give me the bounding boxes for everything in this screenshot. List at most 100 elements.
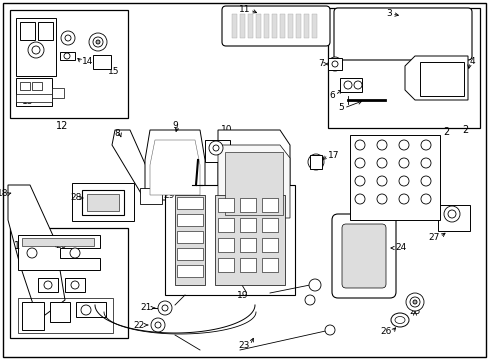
Circle shape (155, 322, 161, 328)
Circle shape (354, 140, 364, 150)
Text: 23: 23 (238, 341, 249, 350)
Bar (18, 298, 113, 333)
Bar (240, 14, 244, 38)
Circle shape (81, 305, 91, 315)
Polygon shape (218, 145, 289, 218)
Bar (93, 55, 111, 69)
Bar (22, 302, 44, 330)
Bar (262, 198, 278, 212)
FancyBboxPatch shape (222, 6, 329, 46)
Bar (437, 205, 469, 231)
Circle shape (376, 194, 386, 204)
Text: 9: 9 (172, 121, 178, 130)
Text: 20: 20 (55, 240, 66, 249)
Bar (240, 198, 256, 212)
Circle shape (327, 57, 341, 71)
Circle shape (27, 248, 37, 258)
Circle shape (65, 35, 71, 41)
Bar (295, 14, 301, 38)
Circle shape (420, 140, 430, 150)
Text: 13: 13 (22, 98, 34, 107)
Bar (20, 22, 35, 40)
Bar (327, 58, 341, 70)
Bar (16, 78, 52, 106)
Circle shape (398, 140, 408, 150)
Ellipse shape (394, 316, 404, 324)
Text: 17: 17 (327, 150, 339, 159)
Circle shape (308, 279, 320, 291)
Circle shape (208, 141, 223, 155)
Polygon shape (112, 130, 158, 200)
Text: 18: 18 (0, 189, 8, 198)
Text: 2: 2 (461, 125, 468, 135)
Text: 24: 24 (394, 243, 406, 252)
Circle shape (420, 176, 430, 186)
Bar (349, 135, 439, 220)
Polygon shape (224, 152, 283, 215)
Bar (280, 14, 285, 38)
Circle shape (354, 158, 364, 168)
Circle shape (213, 145, 219, 151)
Bar (16, 94, 52, 102)
Circle shape (162, 305, 168, 311)
Circle shape (443, 206, 459, 222)
Bar (311, 14, 316, 38)
Text: 15: 15 (108, 68, 119, 77)
Bar (22, 238, 94, 246)
Text: 1: 1 (14, 241, 20, 251)
Bar (262, 258, 278, 272)
Bar (262, 238, 278, 252)
Bar (218, 258, 234, 272)
Bar (215, 195, 285, 285)
Circle shape (447, 210, 455, 218)
Bar (327, 8, 479, 128)
Polygon shape (18, 235, 100, 270)
Bar (16, 18, 56, 76)
FancyBboxPatch shape (333, 8, 471, 60)
Bar (240, 218, 256, 232)
Bar (177, 214, 203, 226)
Bar (10, 10, 128, 118)
Circle shape (70, 248, 80, 258)
FancyBboxPatch shape (341, 224, 385, 288)
Text: 4: 4 (469, 58, 475, 67)
Circle shape (64, 53, 70, 59)
Bar (177, 197, 203, 209)
Bar (82, 190, 124, 215)
Bar (164, 185, 294, 295)
Text: 25: 25 (408, 307, 420, 316)
Text: 28: 28 (70, 194, 82, 202)
Text: 3: 3 (386, 9, 391, 18)
Text: 10: 10 (220, 126, 231, 135)
Text: 6: 6 (328, 90, 334, 99)
Circle shape (343, 81, 351, 89)
Bar (50, 302, 70, 322)
Circle shape (376, 140, 386, 150)
Bar (304, 14, 308, 38)
Bar (87, 194, 119, 211)
Circle shape (307, 154, 324, 170)
Bar (247, 14, 252, 38)
Text: 27: 27 (428, 233, 439, 242)
Text: 8: 8 (114, 130, 120, 139)
Circle shape (331, 61, 337, 67)
Bar (419, 62, 463, 96)
Polygon shape (218, 130, 289, 218)
Bar (204, 140, 229, 162)
Circle shape (89, 33, 107, 51)
Circle shape (420, 158, 430, 168)
Bar (177, 248, 203, 260)
Bar (218, 218, 234, 232)
Circle shape (409, 297, 419, 307)
Circle shape (354, 176, 364, 186)
Bar (240, 258, 256, 272)
Circle shape (398, 194, 408, 204)
Bar (309, 155, 321, 169)
Bar (175, 195, 204, 285)
Circle shape (305, 295, 314, 305)
Bar (32, 82, 42, 90)
Bar (65, 278, 85, 292)
Circle shape (412, 300, 416, 304)
Polygon shape (8, 185, 65, 315)
Circle shape (354, 194, 364, 204)
